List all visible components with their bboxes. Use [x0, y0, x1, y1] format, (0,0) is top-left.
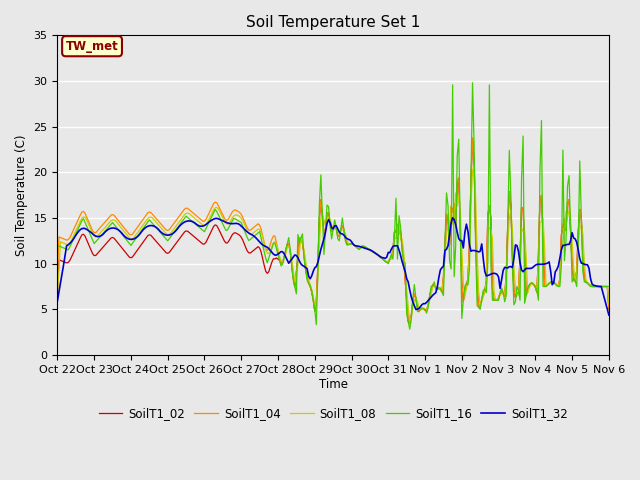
SoilT1_08 [54, 295, 61, 301]
X-axis label: Time: Time [319, 377, 348, 391]
SoilT1_04 [54, 273, 61, 279]
Line: SoilT1_04: SoilT1_04 [58, 138, 609, 324]
SoilT1_04 [156, 220, 164, 226]
SoilT1_04 [386, 256, 394, 262]
SoilT1_16 [69, 238, 77, 243]
SoilT1_16 [398, 248, 406, 254]
SoilT1_16 [367, 248, 375, 254]
SoilT1_04 [398, 243, 406, 249]
SoilT1_02 [406, 321, 413, 326]
SoilT1_16 [386, 256, 394, 262]
SoilT1_08 [470, 162, 478, 168]
SoilT1_02 [386, 256, 394, 262]
Line: SoilT1_32: SoilT1_32 [58, 218, 609, 315]
SoilT1_08 [69, 235, 77, 240]
SoilT1_04 [541, 284, 548, 289]
SoilT1_16 [468, 80, 476, 85]
SoilT1_02 [468, 135, 476, 141]
SoilT1_32 [386, 250, 394, 255]
SoilT1_32 [539, 262, 547, 267]
SoilT1_02 [605, 306, 612, 312]
SoilT1_04 [468, 135, 476, 141]
SoilT1_04 [605, 306, 612, 312]
SoilT1_02 [54, 288, 61, 294]
Text: TW_met: TW_met [66, 40, 118, 53]
Legend: SoilT1_02, SoilT1_04, SoilT1_08, SoilT1_16, SoilT1_32: SoilT1_02, SoilT1_04, SoilT1_08, SoilT1_… [94, 402, 572, 425]
Y-axis label: Soil Temperature (C): Soil Temperature (C) [15, 134, 28, 256]
SoilT1_08 [386, 257, 394, 263]
SoilT1_16 [54, 242, 61, 248]
SoilT1_02 [398, 243, 406, 249]
SoilT1_04 [367, 248, 375, 254]
SoilT1_02 [156, 243, 164, 249]
SoilT1_32 [398, 259, 406, 264]
SoilT1_32 [156, 228, 164, 234]
SoilT1_32 [605, 312, 612, 318]
SoilT1_32 [69, 237, 77, 243]
SoilT1_16 [406, 326, 413, 332]
SoilT1_16 [605, 284, 612, 289]
SoilT1_32 [367, 248, 375, 253]
Line: SoilT1_02: SoilT1_02 [58, 138, 609, 324]
SoilT1_04 [69, 228, 77, 234]
SoilT1_08 [398, 236, 406, 241]
Title: Soil Temperature Set 1: Soil Temperature Set 1 [246, 15, 420, 30]
SoilT1_02 [69, 252, 77, 257]
SoilT1_08 [156, 224, 164, 229]
SoilT1_16 [541, 284, 548, 289]
SoilT1_16 [156, 229, 164, 235]
SoilT1_04 [406, 321, 413, 326]
SoilT1_08 [406, 318, 413, 324]
SoilT1_32 [54, 298, 61, 304]
SoilT1_08 [541, 243, 548, 249]
SoilT1_08 [605, 301, 612, 307]
Line: SoilT1_16: SoilT1_16 [58, 83, 609, 329]
SoilT1_02 [541, 284, 548, 289]
SoilT1_08 [367, 248, 375, 253]
SoilT1_02 [367, 248, 375, 254]
SoilT1_32 [449, 215, 456, 221]
Line: SoilT1_08: SoilT1_08 [58, 165, 609, 321]
